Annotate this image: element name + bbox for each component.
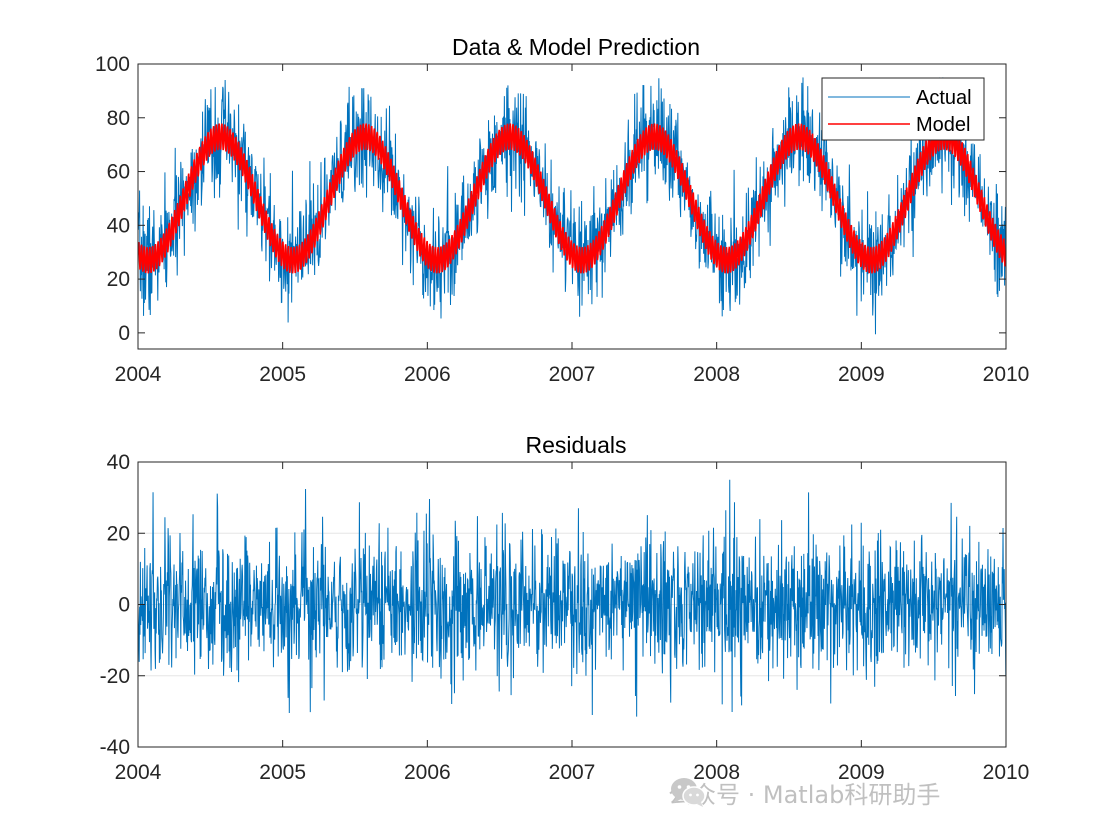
y-tick-label--20: -20 — [100, 665, 130, 688]
series-residuals-line — [138, 479, 1006, 717]
series-model-line — [138, 123, 1006, 274]
y-tick-label-60: 60 — [107, 161, 130, 184]
watermark-text: 公众号 · Matlab科研助手 — [668, 780, 941, 809]
chart-title-1: Data & Model Prediction — [452, 34, 700, 60]
chart-title-2: Residuals — [526, 432, 627, 458]
legend-label-model: Model — [916, 114, 970, 136]
y-tick-label-40: 40 — [107, 451, 130, 474]
x-tick-label-2009: 2009 — [838, 761, 885, 784]
y-tick-label-0: 0 — [118, 594, 130, 617]
x-tick-label-2005: 2005 — [259, 761, 306, 784]
x-tick-label-2008: 2008 — [693, 363, 740, 386]
y-tick-label-0: 0 — [118, 322, 130, 345]
x-tick-label-2010: 2010 — [983, 363, 1030, 386]
y-tick-label-20: 20 — [107, 268, 130, 291]
watermark: 公众号 · Matlab科研助手 — [668, 772, 940, 812]
x-tick-label-2005: 2005 — [259, 363, 306, 386]
x-tick-label-2006: 2006 — [404, 363, 451, 386]
y-tick-label-20: 20 — [107, 522, 130, 545]
y-tick-label-40: 40 — [107, 214, 130, 237]
y-tick-label-80: 80 — [107, 107, 130, 130]
legend-box — [821, 77, 985, 141]
x-tick-label-2009: 2009 — [838, 363, 885, 386]
x-tick-label-2007: 2007 — [549, 761, 596, 784]
y-tick-label--40: -40 — [100, 736, 130, 759]
x-tick-label-2004: 2004 — [115, 761, 162, 784]
x-tick-label-2010: 2010 — [983, 761, 1030, 784]
x-tick-label-2004: 2004 — [115, 363, 162, 386]
x-tick-label-2008: 2008 — [693, 761, 740, 784]
legend-label-actual: Actual — [916, 87, 972, 109]
y-tick-label-100: 100 — [95, 53, 130, 76]
x-tick-label-2006: 2006 — [404, 761, 451, 784]
x-tick-label-2007: 2007 — [549, 363, 596, 386]
wechat-icon — [671, 778, 706, 807]
